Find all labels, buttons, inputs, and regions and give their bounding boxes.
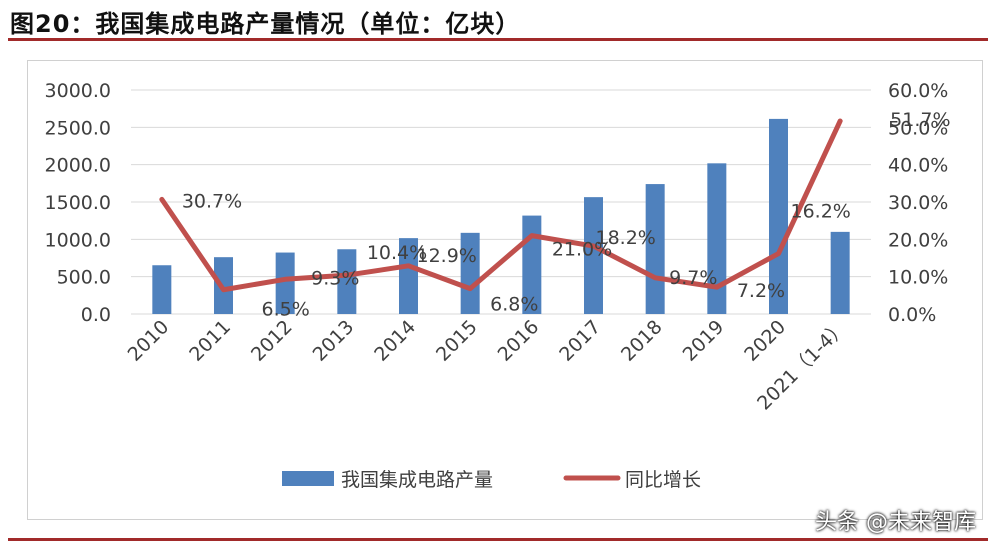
data-label: 10.4%	[367, 242, 427, 264]
x-tick-label: 2013	[309, 316, 359, 366]
data-label: 9.7%	[669, 267, 717, 289]
y-right-tick-label: 20.0%	[888, 229, 948, 251]
x-tick-label: 2020	[740, 316, 790, 366]
chart-svg: 0.0 500.0 1000.0 1500.0 2000.0 2500.0 3000.0 0.…	[45, 80, 951, 491]
y-left-tick-label: 1500.0	[45, 192, 111, 214]
y-right-tick-label: 0.0%	[888, 304, 936, 326]
data-label: 21.0%	[552, 239, 612, 261]
page-title: 图20：我国集成电路产量情况（单位：亿块）	[10, 10, 521, 38]
legend-swatch-bar	[282, 471, 334, 486]
data-label: 51.7%	[890, 109, 950, 131]
legend-label-line: 同比增长	[625, 469, 701, 491]
y-right-tick-label: 30.0%	[888, 192, 948, 214]
y-right-tick-label: 10.0%	[888, 267, 948, 289]
bar	[584, 197, 603, 314]
data-label: 16.2%	[791, 201, 851, 223]
data-label: 18.2%	[596, 227, 656, 249]
x-tick-label: 2018	[617, 316, 667, 366]
y-left-tick-label: 3000.0	[45, 80, 111, 102]
chart-frame: 0.0 500.0 1000.0 1500.0 2000.0 2500.0 3000.0 0.…	[27, 60, 983, 520]
watermark-text: 头条 @未来智库	[815, 510, 976, 535]
data-label: 7.2%	[737, 280, 785, 302]
x-tick-label: 2015	[432, 316, 482, 366]
bar	[337, 249, 357, 314]
bar	[460, 232, 480, 314]
data-label: 6.5%	[262, 299, 310, 321]
data-label: 30.7%	[182, 190, 242, 212]
y-left-tick-label: 2500.0	[45, 117, 111, 139]
y-left-tick-label: 2000.0	[45, 155, 111, 177]
y-right-tick-label: 40.0%	[888, 155, 948, 177]
data-label: 6.8%	[490, 294, 538, 316]
x-tick-label: 2010	[124, 316, 174, 366]
bar	[645, 184, 665, 314]
bar	[152, 265, 172, 314]
data-label: 12.9%	[417, 245, 477, 267]
y-left-tick-label: 1000.0	[45, 229, 111, 251]
x-tick-label: 2017	[555, 316, 605, 366]
x-tick-label: 2011	[185, 316, 235, 366]
data-label: 9.3%	[311, 267, 359, 289]
x-tick-label: 2019	[679, 316, 729, 366]
bar	[275, 252, 295, 314]
bar	[769, 118, 788, 314]
legend-label-bar: 我国集成电路产量	[341, 469, 493, 491]
bottom-rule	[8, 538, 988, 541]
y-left-tick-label: 500.0	[57, 267, 111, 289]
y-left-tick-label: 0.0	[81, 304, 111, 326]
x-tick-label: 2016	[494, 316, 544, 366]
x-tick-label: 2012	[247, 316, 297, 366]
title-bar: 图20：我国集成电路产量情况（单位：亿块）	[8, 2, 988, 41]
bar	[707, 163, 727, 314]
bar	[399, 238, 418, 314]
y-right-tick-label: 60.0%	[888, 80, 948, 102]
bar	[830, 231, 850, 314]
x-tick-label: 2014	[370, 316, 420, 366]
y-right-tick-label: 50.0%	[888, 117, 948, 139]
series-line-yoy	[159, 118, 843, 293]
